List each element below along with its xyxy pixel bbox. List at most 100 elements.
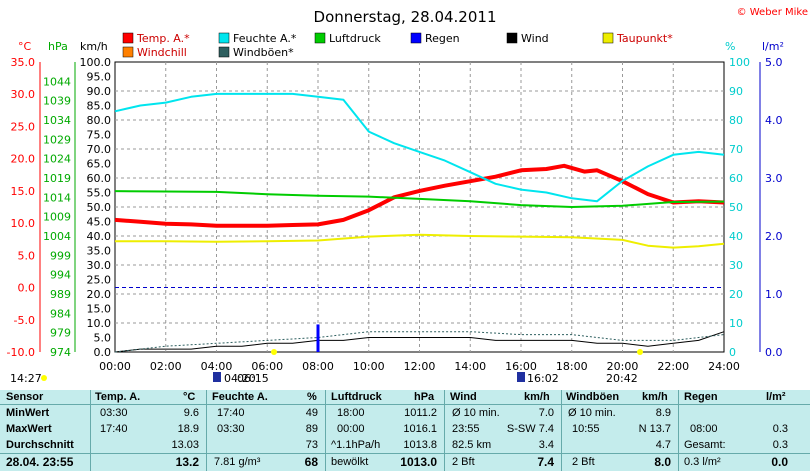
pressure-tick-label: 989 [50, 288, 71, 301]
humidity-tick-label: 90 [729, 85, 743, 98]
wind-run: 82.5 km [452, 439, 492, 451]
x-tick-label: 20:00 [607, 360, 639, 373]
humidity-tick-label: 60 [729, 172, 743, 185]
legend-label-rain: Regen [425, 32, 460, 45]
legend-swatch-dewpoint [602, 32, 614, 44]
col-temp-unit: °C [183, 391, 196, 403]
forecast: bewölkt [331, 456, 369, 468]
col-gust: Windböen [566, 391, 620, 403]
wind-tick-label: 20.0 [87, 288, 112, 301]
series-line-gust [114, 331, 725, 353]
humidity-tick-label: 80 [729, 114, 743, 127]
col-wind-unit: km/h [524, 391, 550, 403]
wind-tick-label: 0.0 [94, 346, 112, 359]
col-humidity-unit: % [307, 391, 317, 403]
legend-swatch-rain [410, 32, 422, 44]
sunset-icon [637, 349, 643, 355]
temp-tick-label: 25.0 [11, 120, 36, 133]
series-line-dewpoint [115, 233, 725, 249]
copyright-label: © Weber Mike [737, 7, 808, 18]
min-temp-time: 03:30 [100, 407, 128, 419]
humidity-tick-label: 20 [729, 288, 743, 301]
col-sensor: Sensor [6, 391, 44, 403]
wind-tick-label: 40.0 [87, 230, 112, 243]
pressure-tick-label: 1014 [43, 191, 71, 204]
min-gust-value: 8.9 [655, 407, 671, 419]
wind-tick-label: 70.0 [87, 143, 112, 156]
chart-title: Donnerstag, 28.04.2011 [314, 8, 497, 26]
humidity-tick-label: 0 [729, 346, 736, 359]
legend-label-pressure: Luftdruck [329, 32, 381, 45]
row-min-label: MinWert [6, 407, 50, 419]
legend-label-gust: Windböen* [233, 46, 294, 59]
rain-tick-label: 1.0 [765, 288, 783, 301]
col-wind: Wind [450, 391, 477, 403]
temp-tick-label: 30.0 [11, 88, 36, 101]
max-press-value: 1016.1 [403, 423, 437, 435]
legend-label-windchill: Windchill [137, 46, 187, 59]
col-gust-unit: km/h [642, 391, 668, 403]
legend: Temp. A.* Feuchte A.* Luftdruck Regen Wind Ta… [122, 32, 673, 59]
moonrise-icon [213, 372, 221, 382]
legend-swatch-temp [122, 32, 134, 44]
col-pressure-unit: hPa [414, 391, 435, 403]
sunrise-label: 06:15 [237, 372, 269, 385]
wind-unit: km/h [80, 40, 108, 53]
max-wind-value: S-SW 7.4 [506, 423, 554, 435]
avg-press-value: 1013.8 [403, 439, 437, 451]
rain-today: 0.3 l/m² [684, 456, 721, 468]
rain-total-label: Gesamt: [684, 439, 726, 451]
x-tick-label: 00:00 [99, 360, 131, 373]
pressure-tick-label: 1009 [43, 211, 71, 224]
row-avg-label: Durchschnitt [6, 439, 74, 451]
legend-label-temp: Temp. A.* [136, 32, 190, 45]
x-tick-label: 06:00 [251, 360, 283, 373]
moonrise-label: 04:20 [224, 372, 256, 385]
pressure-tick-label: 1029 [43, 133, 71, 146]
current-rain: 0.0 [771, 455, 788, 469]
x-tick-label: 10:00 [353, 360, 385, 373]
humidity-tick-label: 100 [729, 56, 750, 69]
wind-tick-label: 5.0 [94, 332, 112, 345]
pressure-tick-label: 999 [50, 249, 71, 262]
pressure-tick-label: 1019 [43, 172, 71, 185]
x-tick-label: 18:00 [556, 360, 588, 373]
rain-bar [316, 324, 320, 352]
col-temp: Temp. A. [95, 391, 141, 403]
series-line-temp [114, 163, 725, 228]
wind-tick-label: 25.0 [87, 274, 112, 287]
rain-tick-label: 0.0 [765, 346, 783, 359]
sunrise-icon [271, 349, 277, 355]
legend-swatch-gust [218, 46, 230, 58]
x-tick-label: 02:00 [150, 360, 182, 373]
current-humidity: 68 [304, 455, 318, 469]
wind-tick-label: 45.0 [87, 216, 112, 229]
temp-unit: °C [18, 40, 32, 53]
x-tick-label: 24:00 [708, 360, 740, 373]
legend-swatch-wind [506, 32, 518, 44]
wind-tick-label: 80.0 [87, 114, 112, 127]
wind-tick-label: 50.0 [87, 201, 112, 214]
max-temp-time: 17:40 [100, 423, 128, 435]
max-gust-time: 10:55 [572, 423, 600, 435]
temp-tick-label: 0.0 [18, 282, 36, 295]
moonset-label: 16:02 [527, 372, 559, 385]
wind-tick-label: 60.0 [87, 172, 112, 185]
wind-tick-label: 75.0 [87, 129, 112, 142]
pressure-tick-label: 1034 [43, 114, 71, 127]
min-hum-time: 17:40 [217, 407, 245, 419]
rain-tick-label: 5.0 [765, 56, 783, 69]
current-wind: 7.4 [537, 455, 554, 469]
rain-tick-label: 3.0 [765, 172, 783, 185]
pressure-trend: ^1.1hPa/h [331, 439, 381, 451]
temp-tick-label: 15.0 [11, 185, 36, 198]
wind-tick-label: 85.0 [87, 100, 112, 113]
min-temp-value: 9.6 [183, 407, 199, 419]
gust-beaufort: 2 Bft [572, 456, 595, 468]
sunset-label: 20:42 [606, 372, 638, 385]
wind-beaufort: 2 Bft [452, 456, 475, 468]
temp-tick-label: -10.0 [7, 346, 35, 359]
wind-tick-label: 35.0 [87, 245, 112, 258]
max-gust-value: N 13.7 [638, 423, 671, 435]
